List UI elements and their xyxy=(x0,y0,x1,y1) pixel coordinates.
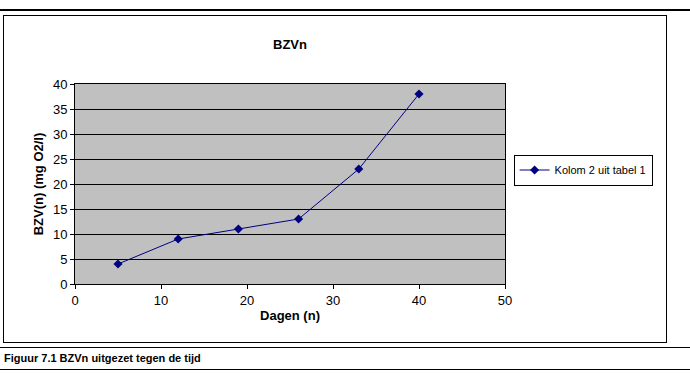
svg-text:25: 25 xyxy=(53,152,67,167)
svg-text:Dagen (n): Dagen (n) xyxy=(260,308,320,323)
svg-text:40: 40 xyxy=(412,293,426,308)
svg-text:35: 35 xyxy=(53,102,67,117)
svg-text:40: 40 xyxy=(53,77,67,92)
svg-text:20: 20 xyxy=(53,177,67,192)
svg-text:10: 10 xyxy=(53,227,67,242)
svg-text:15: 15 xyxy=(53,202,67,217)
svg-text:10: 10 xyxy=(154,293,168,308)
svg-text:Kolom 2 uit tabel 1: Kolom 2 uit tabel 1 xyxy=(555,164,646,176)
svg-text:BZVn: BZVn xyxy=(273,37,307,52)
svg-text:30: 30 xyxy=(326,293,340,308)
svg-text:50: 50 xyxy=(498,293,512,308)
svg-text:BZV(n) (mg O2/l): BZV(n) (mg O2/l) xyxy=(31,133,46,236)
svg-text:5: 5 xyxy=(60,252,67,267)
svg-text:0: 0 xyxy=(60,277,67,292)
svg-text:0: 0 xyxy=(71,293,78,308)
svg-text:30: 30 xyxy=(53,127,67,142)
svg-text:20: 20 xyxy=(240,293,254,308)
html-text:Figuur 7.1 BZVn uitgezet tegen: Figuur 7.1 BZVn uitgezet tegen de tijd xyxy=(4,352,201,364)
